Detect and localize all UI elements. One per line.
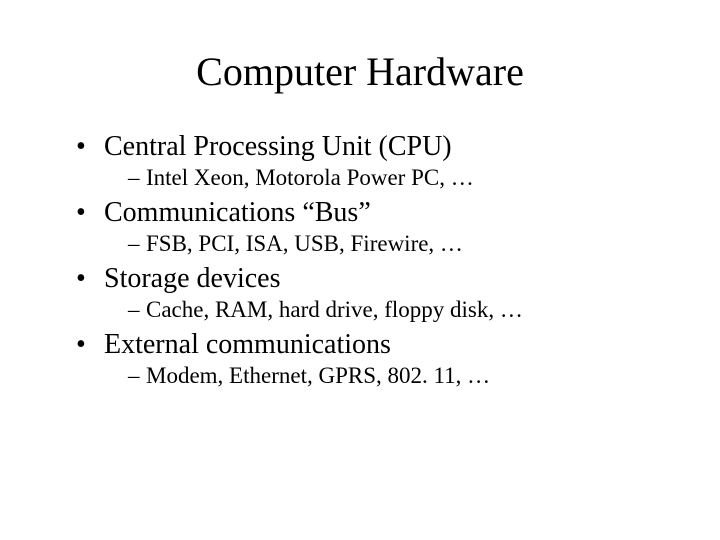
list-item: • Storage devices — [76, 263, 660, 295]
sub-list-item-text: FSB, PCI, ISA, USB, Firewire, … — [146, 231, 463, 257]
dash-icon: – — [128, 165, 146, 191]
dash-icon: – — [128, 363, 146, 389]
sub-list-item-text: Cache, RAM, hard drive, floppy disk, … — [146, 297, 523, 323]
sub-list-item: – Cache, RAM, hard drive, floppy disk, … — [128, 297, 660, 323]
bullet-icon: • — [76, 263, 104, 295]
bullet-icon: • — [76, 197, 104, 229]
list-item-text: Storage devices — [104, 263, 281, 295]
sub-list-item: – FSB, PCI, ISA, USB, Firewire, … — [128, 231, 660, 257]
slide-title: Computer Hardware — [60, 48, 660, 95]
list-item-text: Central Processing Unit (CPU) — [104, 131, 452, 163]
sub-list-item: – Modem, Ethernet, GPRS, 802. 11, … — [128, 363, 660, 389]
slide: Computer Hardware • Central Processing U… — [0, 0, 720, 540]
bullet-icon: • — [76, 131, 104, 163]
sub-list-item: – Intel Xeon, Motorola Power PC, … — [128, 165, 660, 191]
list-item: • External communications — [76, 329, 660, 361]
list-item: • Communications “Bus” — [76, 197, 660, 229]
list-item-text: Communications “Bus” — [104, 197, 371, 229]
list-item-text: External communications — [104, 329, 391, 361]
slide-content: • Central Processing Unit (CPU) – Intel … — [60, 131, 660, 389]
dash-icon: – — [128, 297, 146, 323]
sub-list-item-text: Modem, Ethernet, GPRS, 802. 11, … — [146, 363, 490, 389]
list-item: • Central Processing Unit (CPU) — [76, 131, 660, 163]
sub-list-item-text: Intel Xeon, Motorola Power PC, … — [146, 165, 474, 191]
dash-icon: – — [128, 231, 146, 257]
bullet-icon: • — [76, 329, 104, 361]
